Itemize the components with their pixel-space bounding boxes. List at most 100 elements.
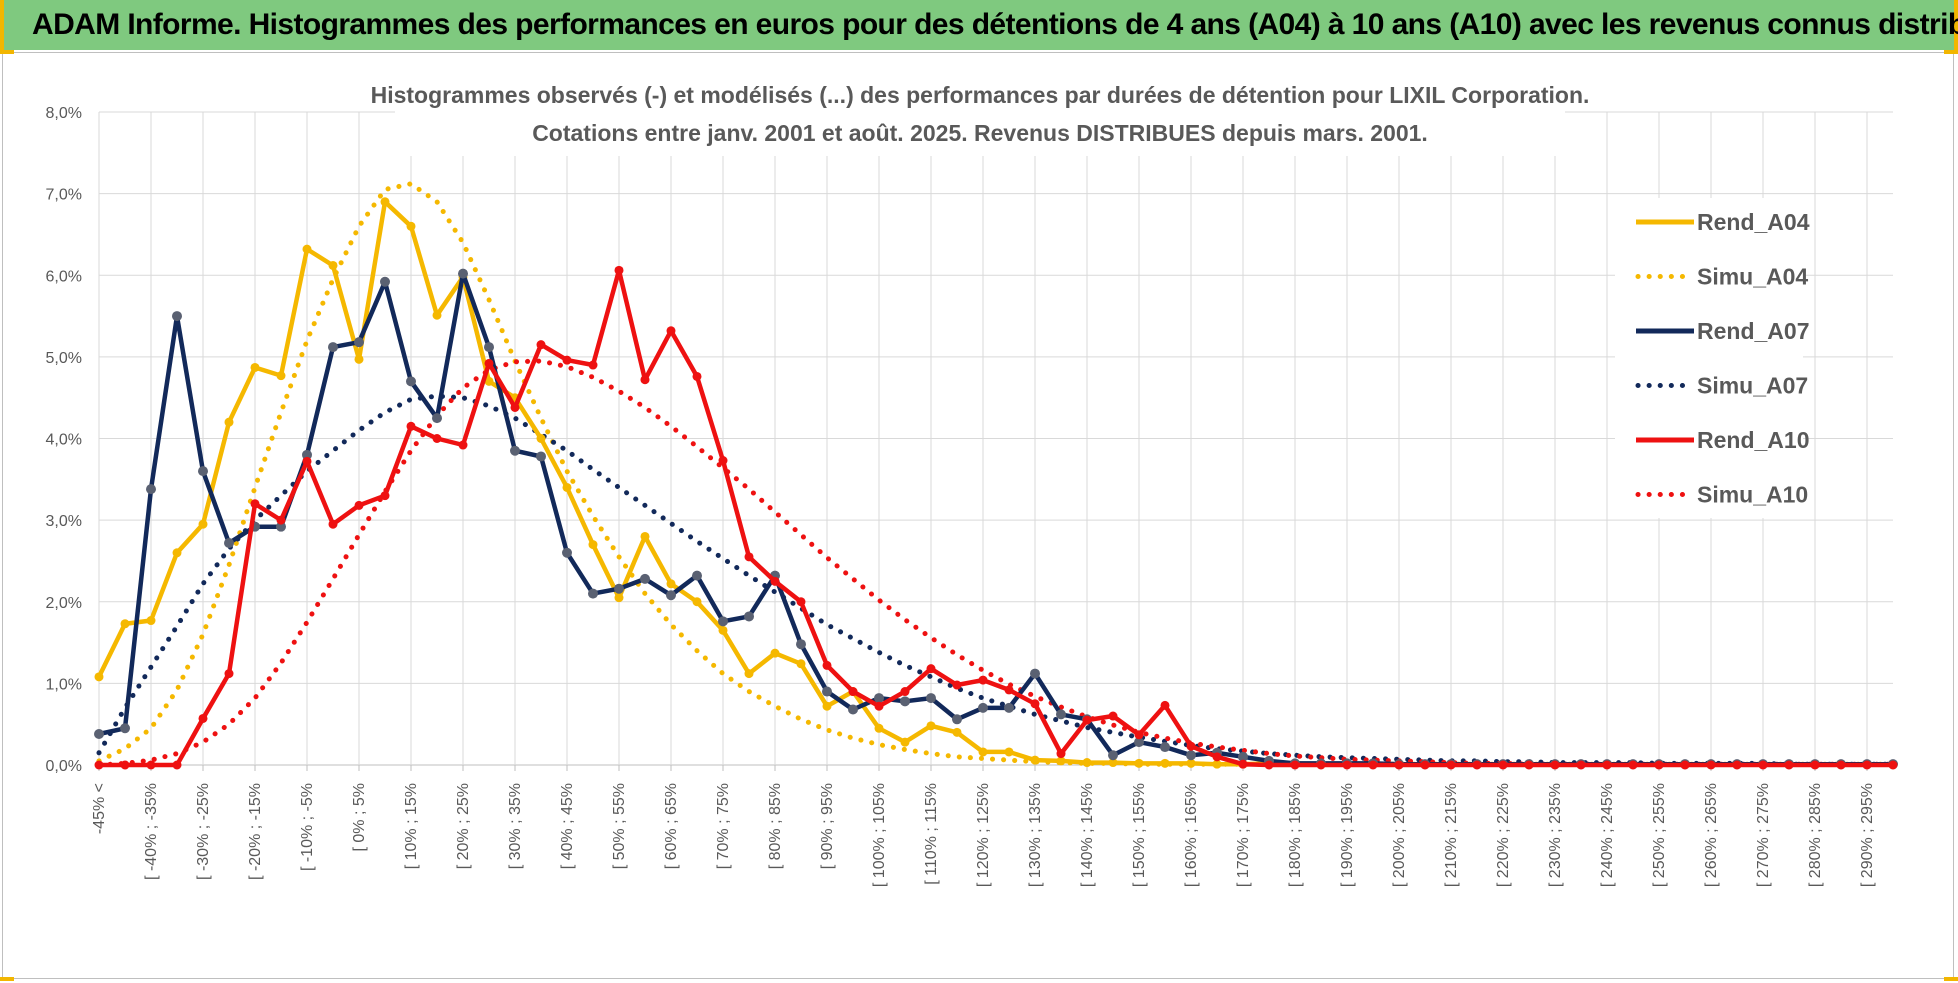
- x-tick-label: [ -10% ; -5%: [299, 783, 316, 871]
- x-tick-label: [ 210% ; 215%: [1443, 783, 1460, 887]
- data-point: [484, 376, 494, 386]
- data-point: [822, 660, 832, 670]
- data-point: [796, 597, 806, 607]
- data-point: [380, 276, 390, 287]
- data-point: [744, 611, 754, 622]
- legend-label: Simu_A07: [1697, 373, 1808, 399]
- data-point: [848, 687, 858, 697]
- data-point: [380, 197, 390, 207]
- y-tick-label: 2,0%: [46, 595, 82, 612]
- data-point: [900, 696, 910, 707]
- x-tick-label: -45% <: [91, 783, 108, 834]
- data-point: [328, 342, 338, 353]
- data-point: [1030, 699, 1040, 709]
- data-point: [1836, 760, 1846, 770]
- data-point: [874, 693, 884, 704]
- x-tick-label: [ -20% ; -15%: [247, 783, 264, 880]
- data-point: [146, 616, 156, 626]
- data-point: [1628, 760, 1638, 770]
- data-point: [1680, 760, 1690, 770]
- data-point: [1238, 759, 1248, 769]
- data-point: [562, 547, 572, 558]
- data-point: [458, 268, 468, 279]
- data-point: [1420, 760, 1430, 770]
- x-tick-label: [ 160% ; 165%: [1183, 783, 1200, 887]
- data-point: [1030, 668, 1040, 679]
- data-point: [458, 440, 468, 450]
- data-point: [874, 701, 884, 711]
- data-point: [1524, 760, 1534, 770]
- data-point: [1888, 760, 1898, 770]
- data-point: [796, 659, 806, 669]
- data-point: [120, 619, 130, 629]
- x-tick-label: [ 130% ; 135%: [1027, 783, 1044, 887]
- data-point: [952, 680, 962, 690]
- series-Simu_A10: [96, 358, 1896, 768]
- legend-item-Simu_A10: Simu_A10: [1635, 482, 1808, 508]
- data-point: [614, 265, 624, 275]
- data-point: [640, 531, 650, 541]
- data-point: [1134, 730, 1144, 740]
- data-point: [198, 466, 208, 477]
- data-point: [770, 576, 780, 586]
- data-point: [1030, 755, 1040, 765]
- data-point: [1602, 760, 1612, 770]
- data-point: [588, 540, 598, 550]
- data-point: [666, 579, 676, 589]
- x-tick-label: [ 40% ; 45%: [559, 783, 576, 869]
- data-point: [926, 664, 936, 674]
- x-tick-label: [ 180% ; 185%: [1287, 783, 1304, 887]
- data-point: [250, 362, 260, 372]
- x-tick-label: [ 270% ; 275%: [1755, 783, 1772, 887]
- x-tick-label: [ 80% ; 85%: [767, 783, 784, 869]
- data-point: [1004, 747, 1014, 757]
- data-point: [588, 360, 598, 370]
- frame-corner-top-left: [0, 50, 14, 54]
- y-tick-label: 3,0%: [46, 513, 82, 530]
- data-point: [510, 402, 520, 412]
- data-point: [1056, 749, 1066, 759]
- x-tick-label: [ 10% ; 15%: [403, 783, 420, 869]
- data-point: [1056, 709, 1066, 720]
- x-tick-label: [ 60% ; 65%: [663, 783, 680, 869]
- x-tick-label: [ 230% ; 235%: [1547, 783, 1564, 887]
- data-point: [1108, 758, 1118, 768]
- x-tick-label: [ 170% ; 175%: [1235, 783, 1252, 887]
- x-tick-label: [ 70% ; 75%: [715, 783, 732, 869]
- data-point: [484, 358, 494, 368]
- data-point: [1706, 760, 1716, 770]
- data-point: [224, 417, 234, 427]
- data-point: [614, 583, 624, 594]
- y-tick-label: 6,0%: [46, 268, 82, 285]
- data-point: [172, 548, 182, 558]
- data-point: [120, 723, 130, 734]
- data-point: [432, 434, 442, 443]
- data-point: [718, 616, 728, 627]
- chart-subtitle: Cotations entre janv. 2001 et août. 2025…: [532, 120, 1428, 146]
- data-point: [432, 413, 442, 424]
- data-point: [172, 760, 182, 770]
- data-point: [952, 714, 962, 725]
- data-point: [276, 515, 286, 525]
- data-point: [1082, 715, 1092, 725]
- x-tick-label: [ 220% ; 225%: [1495, 783, 1512, 887]
- data-point: [198, 519, 208, 529]
- legend-label: Rend_A10: [1697, 427, 1809, 453]
- data-point: [822, 686, 832, 697]
- data-point: [1160, 700, 1170, 710]
- frame-corner-bottom-left: [0, 977, 14, 981]
- data-point: [432, 310, 442, 320]
- data-point: [666, 590, 676, 601]
- data-point: [1394, 760, 1404, 770]
- data-point: [224, 669, 234, 679]
- data-point: [1160, 742, 1170, 753]
- data-point: [900, 737, 910, 747]
- legend-label: Rend_A04: [1697, 209, 1810, 235]
- data-point: [718, 625, 728, 635]
- legend-item-Rend_A04: Rend_A04: [1636, 209, 1810, 235]
- data-point: [1264, 760, 1274, 770]
- data-point: [1758, 760, 1768, 770]
- data-point: [1212, 759, 1222, 769]
- legend-label: Simu_A04: [1697, 264, 1808, 290]
